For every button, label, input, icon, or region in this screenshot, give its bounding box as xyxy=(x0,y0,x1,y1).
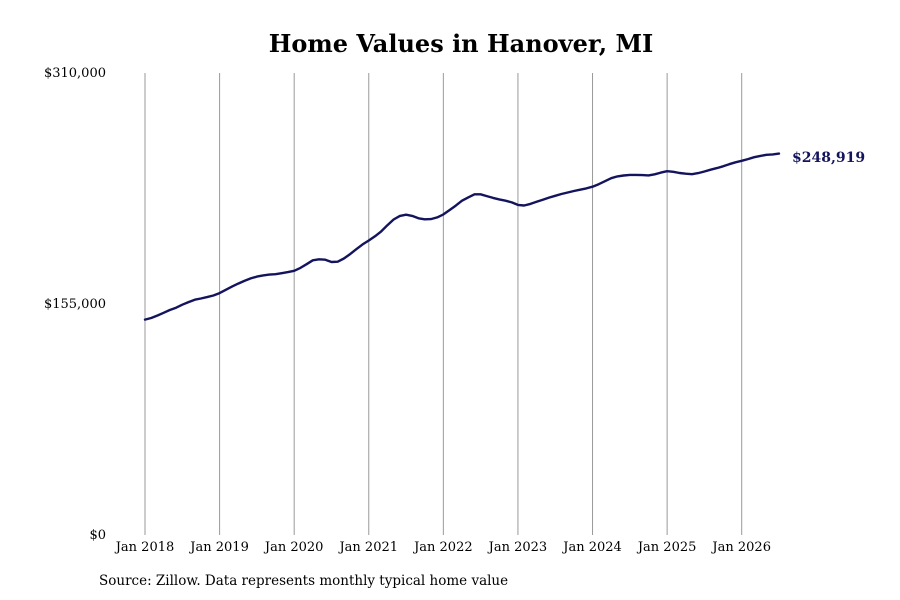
y-tick-label: $0 xyxy=(89,528,106,543)
y-tick-label: $155,000 xyxy=(44,297,106,312)
x-tick-label: Jan 2025 xyxy=(636,540,697,555)
series-line-0 xyxy=(143,152,781,321)
source-note: Source: Zillow. Data represents monthly … xyxy=(99,573,509,589)
x-tick-label: Jan 2022 xyxy=(412,540,473,555)
x-tick-label: Jan 2023 xyxy=(487,540,548,555)
series-group xyxy=(143,152,781,321)
x-tick-label: Jan 2018 xyxy=(114,540,175,555)
x-tick-label: Jan 2024 xyxy=(561,540,622,555)
end-value-label: $248,919 xyxy=(792,150,865,166)
chart-title: Home Values in Hanover, MI xyxy=(269,29,654,58)
y-axis: $0 $155,000 $310,000 xyxy=(44,66,106,543)
x-tick-label: Jan 2020 xyxy=(263,540,324,555)
y-tick-label: $310,000 xyxy=(44,66,106,81)
x-tick-label: Jan 2026 xyxy=(710,540,771,555)
x-axis: Jan 2018 Jan 2019 Jan 2020 Jan 2021 Jan 2022… xyxy=(114,540,771,555)
gridlines xyxy=(144,73,743,535)
x-tick-label: Jan 2019 xyxy=(188,540,249,555)
x-tick-label: Jan 2021 xyxy=(337,540,398,555)
